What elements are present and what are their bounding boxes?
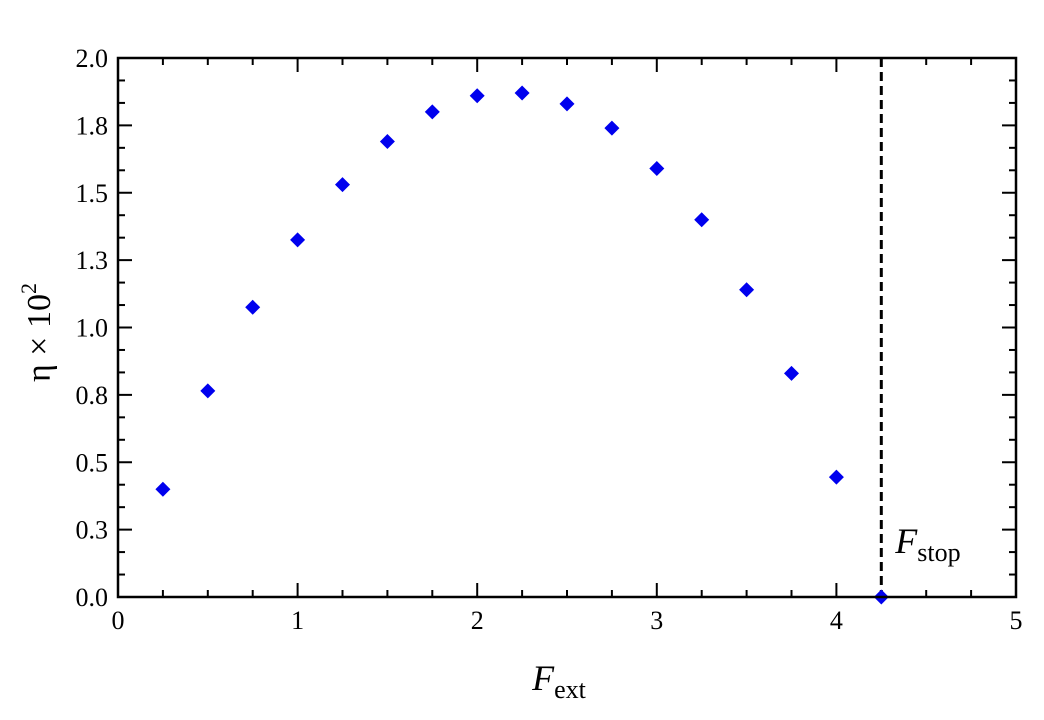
labels-layer: Fext η × 102 Fstop bbox=[16, 283, 961, 704]
y-tick-label: 1.0 bbox=[76, 314, 109, 343]
data-point bbox=[379, 134, 395, 150]
y-tick-label: 0.3 bbox=[76, 516, 109, 545]
vline-label-sub: stop bbox=[917, 538, 960, 567]
y-axis-label-main: η × 10 bbox=[21, 294, 58, 382]
data-point bbox=[469, 88, 485, 104]
data-point bbox=[739, 282, 755, 298]
data-point bbox=[694, 212, 710, 228]
data-point bbox=[649, 160, 665, 176]
plot-frame bbox=[116, 56, 1018, 599]
y-axis-label-sup: 2 bbox=[16, 283, 41, 294]
x-tick-label: 2 bbox=[471, 606, 484, 635]
x-tick-label: 0 bbox=[112, 606, 125, 635]
data-point bbox=[784, 365, 799, 381]
x-axis-label: Fext bbox=[531, 658, 587, 704]
data-point bbox=[828, 469, 844, 485]
data-point bbox=[514, 85, 530, 101]
y-tick-label: 1.3 bbox=[76, 246, 109, 275]
y-tick-label: 2.0 bbox=[76, 44, 109, 73]
y-tick-label: 0.5 bbox=[76, 448, 109, 477]
y-tick-label: 1.5 bbox=[76, 179, 109, 208]
x-tick-label: 5 bbox=[1010, 606, 1023, 635]
data-point bbox=[604, 120, 620, 136]
points-layer bbox=[155, 85, 889, 605]
y-tick-label: 0.0 bbox=[76, 583, 109, 612]
data-point bbox=[335, 177, 350, 193]
x-axis-label-sub: ext bbox=[554, 675, 587, 704]
x-tick-label: 4 bbox=[830, 606, 843, 635]
vline-label: Fstop bbox=[894, 521, 960, 567]
data-point bbox=[245, 299, 261, 315]
data-point bbox=[559, 96, 575, 112]
data-point bbox=[155, 481, 171, 497]
x-tick-label: 3 bbox=[650, 606, 663, 635]
x-axis-label-main: F bbox=[531, 658, 555, 698]
y-tick-label: 1.8 bbox=[76, 111, 109, 140]
y-axis-label: η × 102 bbox=[16, 283, 58, 382]
data-point bbox=[290, 232, 306, 248]
data-point bbox=[424, 104, 440, 120]
y-tick-label: 0.8 bbox=[76, 381, 109, 410]
vline-label-main: F bbox=[894, 521, 918, 561]
data-point bbox=[200, 383, 216, 399]
x-tick-label: 1 bbox=[291, 606, 304, 635]
